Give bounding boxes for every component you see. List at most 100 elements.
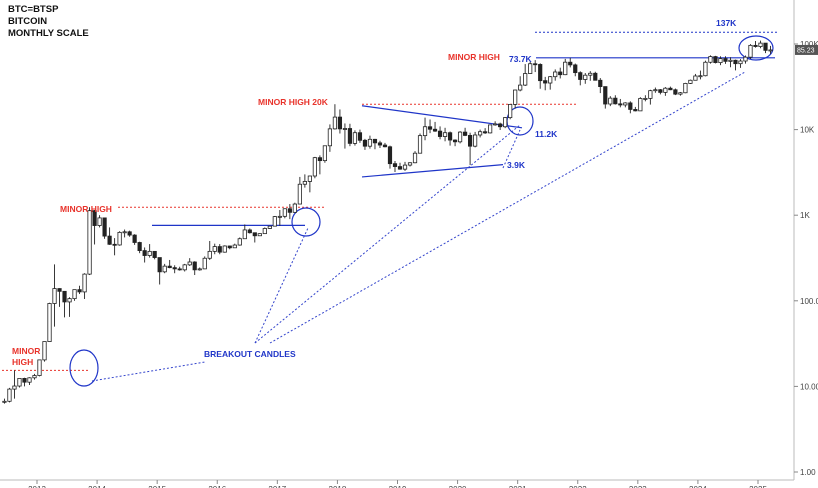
candle-body [87,210,92,275]
candle-body [117,231,122,246]
candle [262,227,267,235]
candle-body [748,44,753,58]
triangle-pointer [502,129,521,169]
candle-body [462,131,468,136]
candle-body [608,97,613,105]
minor-high-2021-label: MINOR HIGH [448,52,500,62]
candle [498,122,503,130]
candle [67,297,72,317]
candle [322,145,327,163]
candle-body [262,228,267,235]
candle [392,160,398,172]
candle [227,245,232,250]
y-tick-label: 100K [800,40,818,49]
candle-body [432,128,438,132]
candle [728,57,733,68]
candle-body [427,126,433,130]
candle [673,88,678,96]
x-tick-label: 2019 [389,485,407,488]
candle-body [673,89,678,95]
candle-body [52,288,57,304]
candle-body [227,245,232,249]
candle [272,215,277,227]
candle-body [127,231,132,236]
candle-body [212,246,217,252]
candle-body [573,64,578,74]
candle-body [292,203,297,213]
candle [97,215,102,228]
candle-body [342,128,348,130]
candle [297,176,302,205]
candle [57,288,62,307]
candle [528,61,533,74]
candle [573,63,578,77]
candle [407,162,413,167]
candle-body [367,138,373,147]
candle-body [422,126,428,137]
candle [643,95,648,102]
candle-body [122,231,127,234]
candle [242,224,247,240]
candle [247,228,252,234]
candle [427,119,433,134]
candle [763,42,768,54]
candle-body [738,60,743,65]
candle [47,302,52,343]
candle [723,56,728,64]
candle-body [768,49,773,52]
candle-body [177,268,182,271]
candle-body [663,87,668,93]
candle [678,91,683,96]
candle-body [132,234,137,243]
x-tick-label: 2013 [28,485,46,488]
candle [307,175,312,193]
candle [142,247,147,263]
candle [462,127,468,137]
candle [713,55,718,64]
x-tick-label: 2021 [509,485,527,488]
candle-body [357,132,363,141]
candle-body [678,92,683,95]
minor-high-2013-label-line2: HIGH [12,357,33,367]
candle-body [447,132,453,141]
candle [447,131,453,146]
breakout-pointer-2020 [254,124,521,344]
candle-body [412,152,418,164]
candle-body [147,250,152,256]
candle-body [588,72,593,76]
candle-body [543,80,548,84]
chart-name: BITCOIN [8,16,48,27]
candle [653,87,658,93]
candle-body [352,132,358,144]
candle-body [257,233,262,237]
candle [432,121,438,132]
x-tick-label: 2016 [208,485,226,488]
candle [387,145,393,169]
candle-body [77,289,82,293]
candle [312,156,317,179]
candle-body [317,157,322,162]
candle-body [558,71,563,76]
candle [22,377,27,387]
candle-body [503,117,508,128]
candle-body [192,261,197,271]
candle [452,139,458,147]
candle [332,104,338,130]
candle [187,258,192,267]
candle [12,370,17,399]
candle-body [232,244,237,249]
candle [212,243,217,255]
candle [553,69,558,81]
candle [217,244,222,255]
candle [628,101,633,114]
candle [563,58,568,76]
candle-body [377,142,383,146]
candle [17,378,22,388]
candle-body [583,74,588,80]
candle-body [167,265,172,269]
candle-body [97,217,102,226]
candle [718,56,723,66]
candle [157,257,162,285]
candle-body [237,238,242,246]
candle-body [452,139,458,143]
